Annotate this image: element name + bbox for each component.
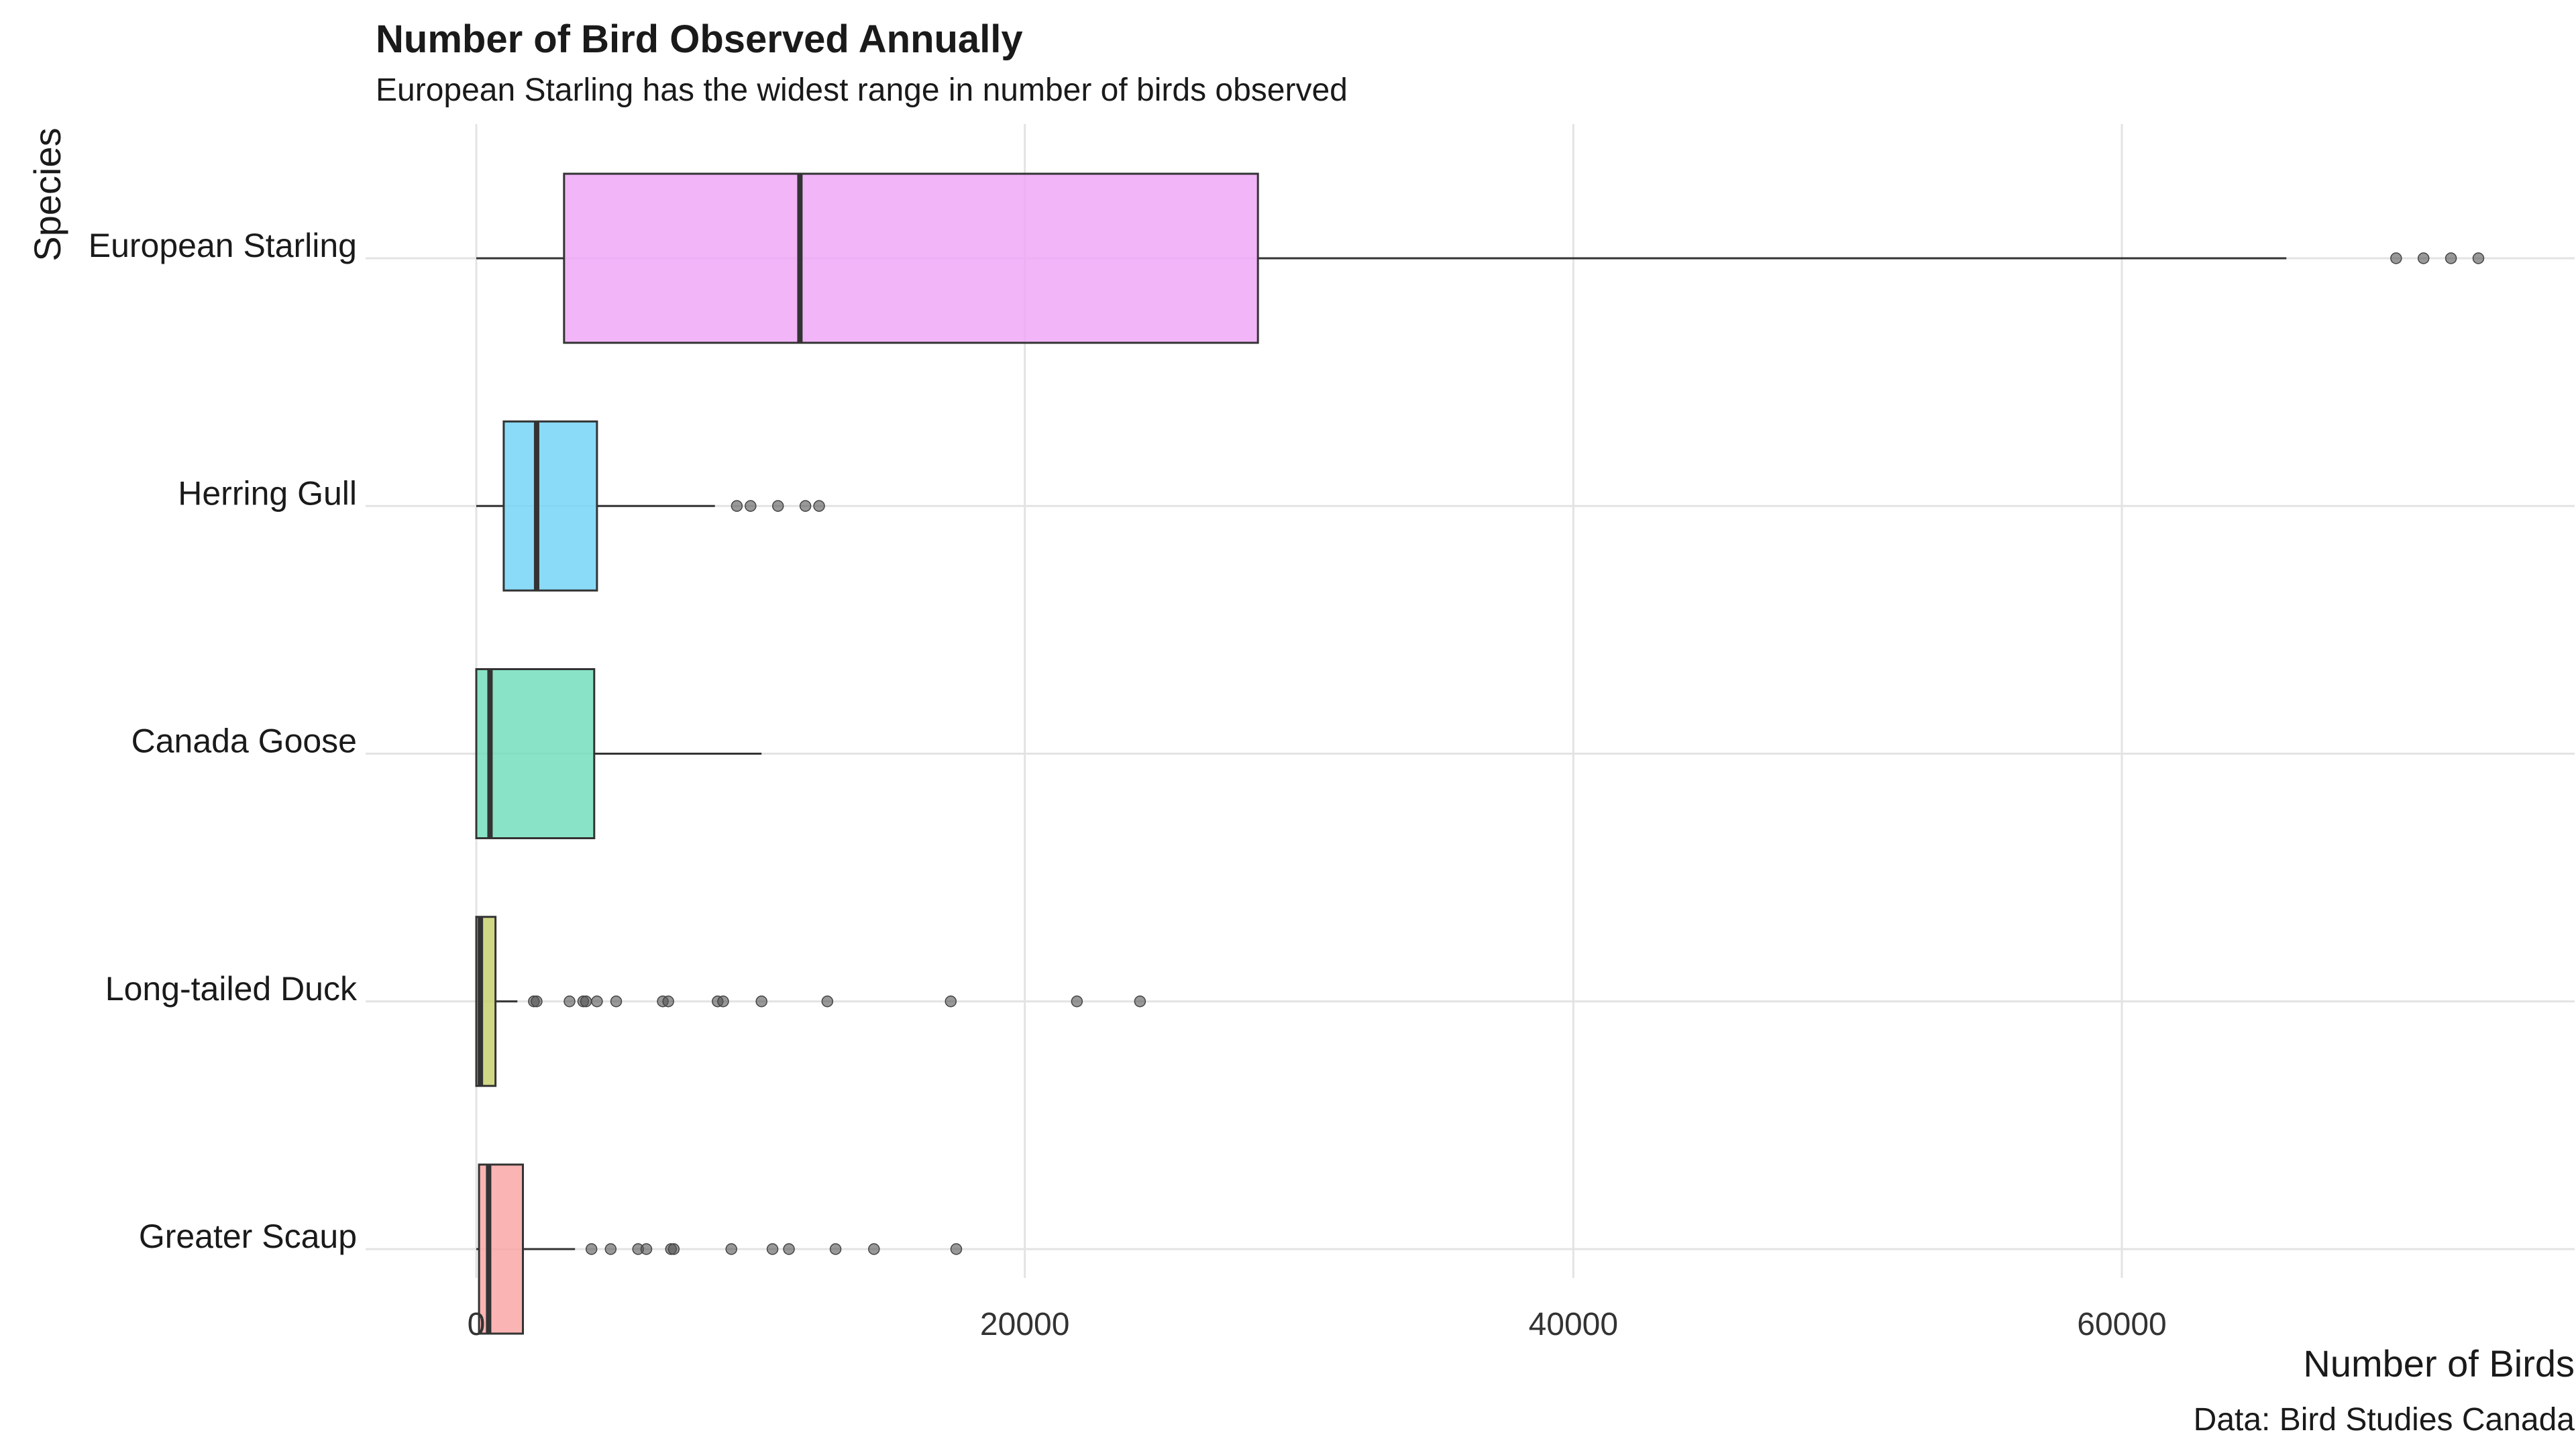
- iqr-box: [478, 1163, 525, 1335]
- x-tick-label: 60000: [2077, 1307, 2166, 1342]
- chart-subtitle: European Starling has the widest range i…: [376, 72, 1348, 108]
- boxplot-canada-goose: [475, 668, 762, 839]
- outlier-point: [604, 1243, 617, 1255]
- outlier-point: [662, 996, 674, 1008]
- category-label: Canada Goose: [131, 722, 357, 760]
- outlier-point: [829, 1243, 842, 1255]
- y-axis-label: Species: [26, 127, 68, 261]
- category-label: Herring Gull: [178, 474, 357, 512]
- outlier-point: [2417, 252, 2430, 264]
- boxplot-herring-gull: [476, 420, 825, 592]
- x-tick-label: 40000: [1529, 1307, 1618, 1342]
- outlier-point: [2472, 252, 2485, 264]
- outlier-point: [667, 1243, 680, 1255]
- outlier-point: [2390, 252, 2402, 264]
- outlier-point: [640, 1243, 653, 1255]
- outlier-point: [783, 1243, 795, 1255]
- category-label: Greater Scaup: [139, 1218, 357, 1255]
- outlier-point: [745, 500, 757, 512]
- x-axis-ticks: 0 20000 40000 60000: [468, 1307, 2167, 1342]
- outlier-point: [610, 996, 623, 1008]
- boxplot-long-tailed-duck: [475, 916, 1146, 1087]
- outlier-point: [755, 996, 767, 1008]
- outlier-point: [2445, 252, 2457, 264]
- outlier-point: [585, 1243, 598, 1255]
- outlier-point: [564, 996, 576, 1008]
- outlier-point: [531, 996, 543, 1008]
- boxplot-greater-scaup: [476, 1163, 963, 1335]
- outlier-point: [771, 500, 784, 512]
- x-tick-label: 0: [468, 1307, 486, 1342]
- outlier-point: [580, 996, 592, 1008]
- outlier-point: [717, 996, 729, 1008]
- outlier-point: [1134, 996, 1146, 1008]
- iqr-box: [502, 420, 598, 592]
- outlier-point: [799, 500, 812, 512]
- outlier-point: [945, 996, 957, 1008]
- plot-area: [475, 172, 2485, 1335]
- x-tick-label: 20000: [980, 1307, 1069, 1342]
- iqr-box: [475, 668, 596, 839]
- outlier-point: [725, 1243, 737, 1255]
- outlier-point: [813, 500, 825, 512]
- outlier-point: [950, 1243, 963, 1255]
- chart-caption: Data: Bird Studies Canada: [2194, 1402, 2575, 1438]
- category-label: European Starling: [89, 227, 357, 264]
- outlier-point: [868, 1243, 880, 1255]
- category-label: Long-tailed Duck: [105, 970, 358, 1008]
- x-axis-label: Number of Birds: [2303, 1342, 2575, 1385]
- boxplot-european-starling: [476, 172, 2485, 344]
- outlier-point: [1071, 996, 1083, 1008]
- outlier-point: [821, 996, 834, 1008]
- outlier-point: [591, 996, 603, 1008]
- y-axis-categories: European Starling Herring Gull Canada Goos…: [89, 227, 358, 1255]
- outlier-point: [731, 500, 743, 512]
- chart-title: Number of Bird Observed Annually: [376, 17, 1023, 61]
- outlier-point: [766, 1243, 779, 1255]
- iqr-box: [563, 172, 1259, 344]
